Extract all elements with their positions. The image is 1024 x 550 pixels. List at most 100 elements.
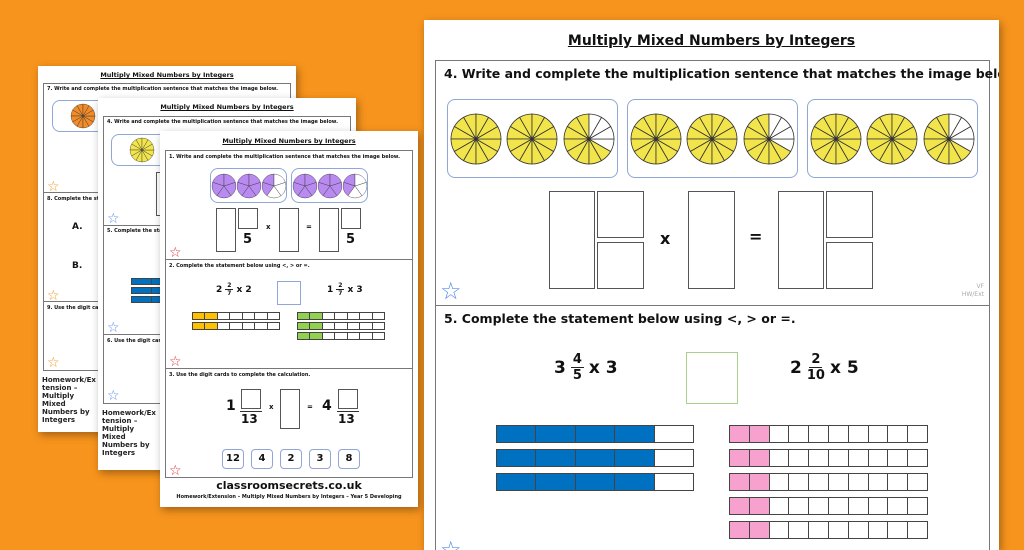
- fraction-pie: [450, 113, 502, 164]
- question-1-prompt: 1. Write and complete the multiplication…: [169, 154, 401, 160]
- multiplier-box[interactable]: [280, 389, 300, 429]
- fraction-pie: [261, 173, 286, 198]
- multiplier-box[interactable]: [688, 191, 735, 289]
- whole-box[interactable]: [216, 208, 236, 252]
- unshaded-segment: [948, 113, 962, 140]
- shaded-cell: [132, 288, 152, 293]
- digit-card[interactable]: 3: [309, 449, 331, 469]
- fraction-pie: [810, 113, 862, 164]
- denominator-box[interactable]: [597, 242, 644, 289]
- shaded-cell: [298, 323, 311, 329]
- unshaded-cell: [908, 474, 927, 490]
- numerator: 2: [336, 282, 345, 290]
- numerator-box[interactable]: [341, 208, 361, 229]
- page-title: Multiply Mixed Numbers by Integers: [222, 137, 356, 145]
- times-sign: x: [588, 357, 600, 378]
- bar-model-row: [192, 312, 280, 320]
- multiplier: 5: [846, 357, 859, 378]
- whole-box[interactable]: [549, 191, 595, 289]
- shaded-segment: [329, 173, 342, 186]
- unshaded-cell: [809, 426, 829, 442]
- brand-url: classroomsecrets.co.uk: [216, 479, 362, 492]
- bar-model-row: [729, 497, 928, 515]
- unshaded-cell: [809, 474, 829, 490]
- star-icon: ☆: [440, 277, 462, 305]
- pie-group: [447, 99, 618, 178]
- unshaded-cell: [789, 450, 810, 466]
- whole-box[interactable]: [778, 191, 824, 289]
- comparison-answer-box[interactable]: [686, 352, 738, 404]
- page-title: Multiply Mixed Numbers by Integers: [100, 71, 234, 79]
- denominator-box[interactable]: [826, 242, 873, 289]
- times-sign: x: [269, 403, 274, 411]
- shaded-segment: [248, 173, 261, 186]
- numerator: 2: [225, 282, 234, 290]
- shaded-cell: [615, 450, 655, 466]
- shaded-cell: [310, 323, 323, 329]
- pie-group: [627, 99, 798, 178]
- unshaded-cell: [243, 323, 256, 329]
- unshaded-cell: [869, 498, 889, 514]
- unshaded-cell: [373, 333, 384, 339]
- whole-box[interactable]: [319, 208, 339, 252]
- shaded-cell: [205, 313, 218, 319]
- unshaded-cell: [360, 323, 373, 329]
- multiplier-box[interactable]: [279, 208, 299, 252]
- unshaded-cell: [360, 313, 373, 319]
- times-sign: x: [347, 284, 354, 295]
- question-4-prompt: 4. Write and complete the multiplication…: [107, 119, 339, 125]
- unshaded-cell: [849, 498, 869, 514]
- pie-group: [807, 99, 978, 178]
- comparison-answer-box[interactable]: [277, 281, 301, 305]
- unshaded-cell: [789, 426, 810, 442]
- numerator-box[interactable]: [597, 191, 644, 238]
- numerator-box[interactable]: [826, 191, 873, 238]
- unshaded-cell: [323, 333, 336, 339]
- unshaded-cell: [829, 498, 849, 514]
- unshaded-cell: [268, 313, 279, 319]
- bar-model-row: [729, 521, 928, 539]
- times-sign: x: [829, 357, 841, 378]
- star-icon: ☆: [169, 463, 182, 479]
- unshaded-cell: [655, 474, 693, 490]
- unshaded-cell: [255, 323, 268, 329]
- star-icon: ☆: [47, 179, 60, 195]
- numerator-box[interactable]: [338, 389, 358, 409]
- unshaded-cell: [323, 313, 336, 319]
- unshaded-cell: [770, 522, 790, 538]
- fraction-pie: [317, 173, 342, 198]
- unshaded-cell: [230, 313, 243, 319]
- unshaded-cell: [218, 313, 231, 319]
- shaded-cell: [730, 426, 750, 442]
- unshaded-cell: [789, 474, 810, 490]
- numerator: 2: [809, 352, 823, 368]
- digit-card[interactable]: 4: [251, 449, 273, 469]
- unshaded-cell: [888, 498, 909, 514]
- shaded-cell: [536, 426, 576, 442]
- unshaded-cell: [849, 474, 869, 490]
- fraction-pie: [507, 113, 558, 164]
- shaded-cell: [730, 450, 750, 466]
- digit-card[interactable]: 12: [222, 449, 244, 469]
- digit-card[interactable]: 2: [280, 449, 302, 469]
- shaded-cell: [497, 450, 537, 466]
- pie-group: [291, 168, 368, 203]
- code: VF: [976, 283, 984, 290]
- unshaded-cell: [335, 323, 348, 329]
- numerator-box[interactable]: [238, 208, 258, 229]
- digit-card[interactable]: 8: [338, 449, 360, 469]
- whole: 2: [790, 357, 802, 378]
- shaded-cell: [298, 333, 311, 339]
- whole: 2: [216, 284, 223, 295]
- part-b-label: B.: [72, 261, 83, 271]
- shaded-cell: [536, 450, 576, 466]
- unshaded-cell: [243, 313, 256, 319]
- equals-sign: =: [306, 223, 312, 231]
- times-sign: x: [236, 284, 243, 295]
- unshaded-cell: [335, 313, 348, 319]
- fraction-pie: [342, 173, 367, 198]
- unshaded-cell: [869, 426, 889, 442]
- numerator-box[interactable]: [241, 389, 261, 409]
